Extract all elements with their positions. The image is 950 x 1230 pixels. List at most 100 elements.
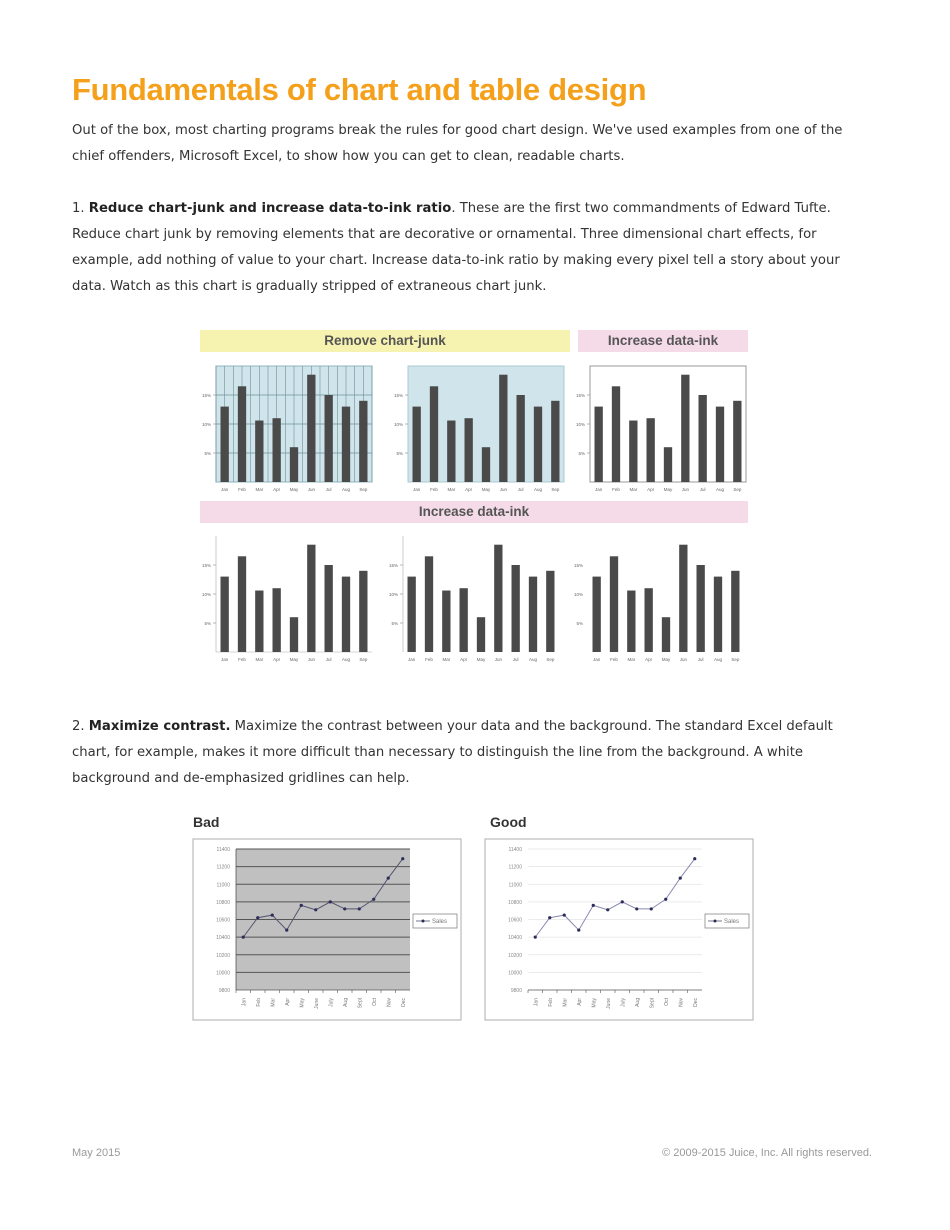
x-tick-label: Apr bbox=[465, 487, 473, 492]
legend-label: Sales bbox=[432, 919, 447, 925]
x-tick-label: Apr bbox=[645, 657, 653, 662]
x-tick-label: Mar bbox=[255, 657, 263, 662]
y-tick-label: 5% bbox=[204, 621, 211, 626]
bar-feb bbox=[237, 556, 247, 652]
sales-line bbox=[534, 858, 696, 938]
bar-mar bbox=[629, 420, 638, 482]
x-tick-label: Aug bbox=[342, 657, 351, 662]
x-tick-label: May bbox=[482, 487, 491, 492]
x-tick-label: Jul bbox=[698, 657, 704, 662]
x-tick-label: Sept bbox=[357, 997, 363, 1008]
sales-point-may bbox=[591, 903, 595, 907]
bar-mar bbox=[442, 590, 451, 652]
x-tick-label: Aug bbox=[635, 998, 641, 1007]
legend-label: Sales bbox=[724, 919, 739, 925]
bar-jan bbox=[412, 406, 421, 482]
x-tick-label: Jan bbox=[595, 487, 603, 492]
bar-jun bbox=[499, 374, 508, 482]
x-tick-label: Mar bbox=[270, 998, 276, 1007]
y-tick-label: 15% bbox=[202, 563, 211, 568]
x-tick-label: Jun bbox=[495, 657, 503, 662]
x-tick-label: Jan bbox=[241, 998, 247, 1006]
sales-point-june bbox=[606, 908, 610, 912]
bar-may bbox=[289, 447, 299, 482]
x-tick-label: Feb bbox=[256, 998, 262, 1007]
bar-mar bbox=[627, 590, 636, 652]
x-tick-label: Jun bbox=[308, 657, 316, 662]
x-tick-label: May bbox=[591, 998, 597, 1008]
bar-apr bbox=[272, 418, 281, 482]
y-tick-label: 10800 bbox=[508, 900, 522, 906]
x-tick-label: Nov bbox=[678, 998, 684, 1007]
y-tick-label: 15% bbox=[394, 393, 403, 398]
sales-point-july bbox=[620, 900, 624, 904]
bar-feb bbox=[611, 386, 621, 482]
bar-sep bbox=[546, 570, 555, 652]
y-tick-label: 11200 bbox=[508, 865, 522, 871]
x-tick-label: Apr bbox=[273, 657, 281, 662]
bar-aug bbox=[533, 406, 543, 482]
x-tick-label: Mar bbox=[629, 487, 637, 492]
y-tick-label: 10200 bbox=[216, 953, 230, 959]
bar-jun bbox=[307, 544, 316, 652]
bar-aug bbox=[341, 576, 351, 652]
bar-jan bbox=[220, 576, 229, 652]
x-tick-label: Nov bbox=[386, 998, 392, 1007]
band-increase-data-ink-top: Increase data-ink bbox=[578, 330, 748, 352]
sales-point-apr bbox=[577, 928, 581, 932]
bar-aug bbox=[528, 576, 538, 652]
bar-may bbox=[661, 617, 671, 652]
x-tick-label: Jun bbox=[682, 487, 690, 492]
bar-sep bbox=[733, 400, 742, 482]
x-tick-label: Feb bbox=[430, 487, 438, 492]
x-tick-label: Feb bbox=[610, 657, 618, 662]
x-tick-label: Feb bbox=[238, 487, 246, 492]
rule1-number: 1. bbox=[72, 201, 85, 216]
bar-aug bbox=[715, 406, 725, 482]
x-tick-label: July bbox=[620, 998, 626, 1007]
legend-marker bbox=[713, 919, 717, 923]
footer-date: May 2015 bbox=[72, 1147, 121, 1159]
sales-point-dec bbox=[693, 857, 697, 861]
sales-line bbox=[242, 858, 404, 938]
y-tick-label: 10200 bbox=[508, 953, 522, 959]
y-tick-label: 15% bbox=[574, 563, 583, 568]
bar-feb bbox=[237, 386, 247, 482]
bar-apr bbox=[644, 588, 653, 652]
x-tick-label: Apr bbox=[647, 487, 655, 492]
page-title: Fundamentals of chart and table design bbox=[72, 72, 647, 107]
bar-jan bbox=[592, 576, 601, 652]
x-tick-label: Jun bbox=[308, 487, 316, 492]
rule2-text: Maximize the contrast between your data … bbox=[72, 719, 833, 786]
x-tick-label: May bbox=[477, 657, 486, 662]
x-tick-label: Dec bbox=[401, 998, 407, 1007]
y-tick-label: 5% bbox=[396, 451, 403, 456]
sales-point-june bbox=[314, 908, 318, 912]
line-chart-good: 9800 10000 10200 10400 10600 10800 11000 11200 1… bbox=[484, 838, 754, 1021]
band-remove-chart-junk: Remove chart-junk bbox=[200, 330, 570, 352]
sales-point-july bbox=[328, 900, 332, 904]
y-tick-label: 10400 bbox=[508, 935, 522, 941]
x-tick-label: Jan bbox=[221, 487, 229, 492]
x-tick-label: July bbox=[328, 998, 334, 1007]
bar-apr bbox=[464, 418, 473, 482]
x-tick-label: Mar bbox=[627, 657, 635, 662]
bar-chart-panel-3: 5% 10% 15% Jan Feb Mar Apr May Jun Jul Aug Sep bbox=[576, 365, 747, 492]
bar-sep bbox=[359, 400, 368, 482]
bar-feb bbox=[424, 556, 434, 652]
y-tick-label: 10% bbox=[389, 592, 398, 597]
sales-point-nov bbox=[386, 876, 390, 880]
x-tick-label: Jan bbox=[533, 998, 539, 1006]
bar-jun bbox=[307, 374, 316, 482]
bar-jun bbox=[681, 374, 690, 482]
sales-point-jan bbox=[241, 935, 245, 939]
y-tick-label: 5% bbox=[576, 621, 583, 626]
bar-jan bbox=[594, 406, 603, 482]
x-tick-label: Aug bbox=[342, 487, 351, 492]
x-tick-label: June bbox=[314, 998, 320, 1009]
sales-point-aug bbox=[343, 907, 347, 911]
rule2-number: 2. bbox=[72, 719, 85, 734]
y-tick-label: 11000 bbox=[508, 882, 522, 888]
legend: Sales bbox=[412, 913, 458, 929]
